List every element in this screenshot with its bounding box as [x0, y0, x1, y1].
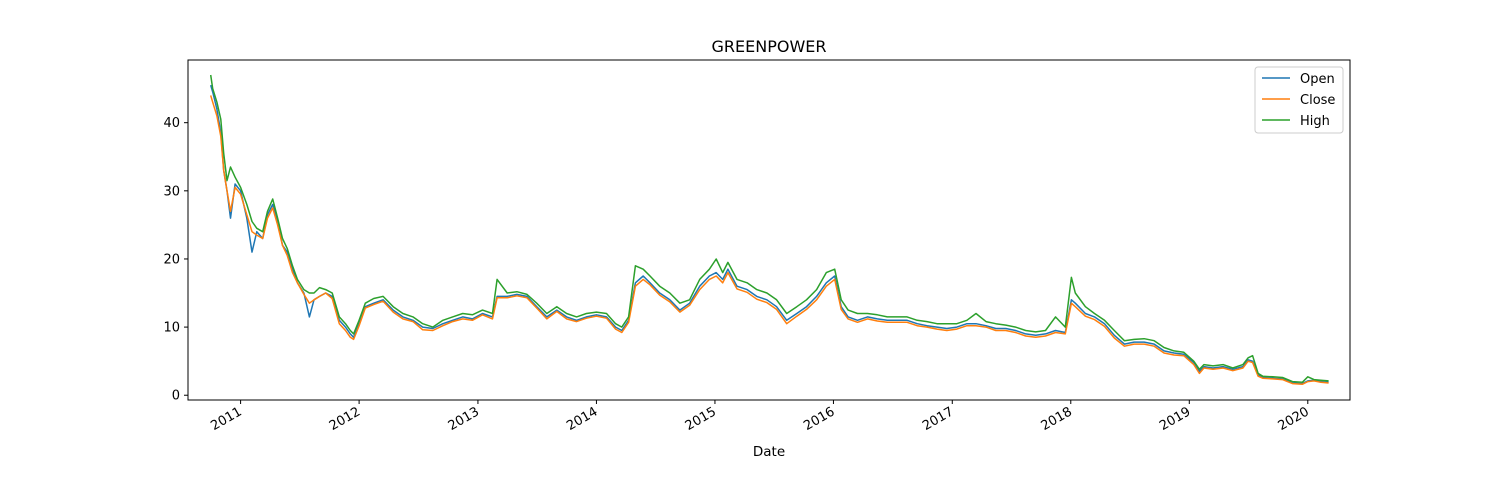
legend: Open Close High	[1254, 66, 1344, 134]
x-axis-label: Date	[753, 444, 785, 460]
legend-label-open: Open	[1300, 72, 1335, 87]
series-line-close	[209, 95, 1329, 386]
series-layer	[209, 74, 1329, 386]
chart-title: GREENPOWER	[712, 37, 827, 56]
y-tick-label: 40	[163, 116, 180, 131]
y-tick-label: 0	[172, 389, 180, 404]
legend-frame	[1254, 66, 1344, 134]
plot-area-frame	[187, 59, 1351, 401]
y-axis: 0 10 20 30 40	[163, 116, 188, 404]
series-line-high	[209, 74, 1329, 384]
y-tick-label: 20	[163, 252, 180, 267]
legend-label-high: High	[1300, 114, 1330, 129]
y-tick-label: 10	[163, 321, 180, 336]
y-tick-label: 30	[163, 184, 180, 199]
legend-label-close: Close	[1300, 93, 1335, 108]
